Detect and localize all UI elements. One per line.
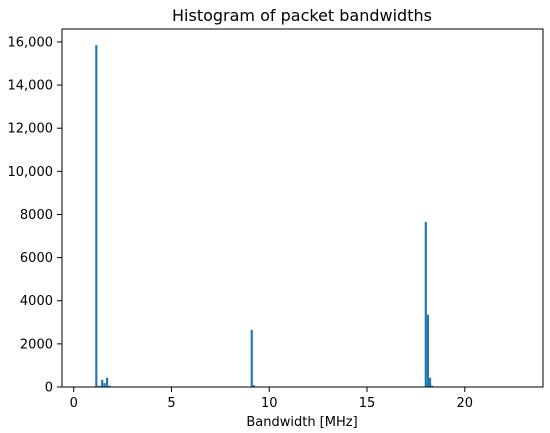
y-tick-label-0: 0 xyxy=(45,381,53,396)
y-tick-label-8: 16,000 xyxy=(8,35,54,50)
histogram-bar-5 xyxy=(108,385,111,387)
y-tick-label-3: 6000 xyxy=(20,251,53,266)
histogram-bar-4 xyxy=(105,377,109,387)
histogram-bar-6 xyxy=(250,329,253,387)
x-tick-label-3: 15 xyxy=(359,396,376,411)
histogram-bar-1 xyxy=(98,385,101,387)
histogram-bars xyxy=(95,45,434,388)
y-tick-label-5: 10,000 xyxy=(8,165,54,180)
x-axis-label: Bandwidth [MHz] xyxy=(246,415,357,430)
y-tick-label-7: 14,000 xyxy=(8,79,54,94)
histogram-bar-8 xyxy=(424,222,427,387)
histogram-bar-0 xyxy=(95,45,98,388)
y-tick-label-4: 8000 xyxy=(20,208,53,223)
x-axis-ticks: 0 5 10 15 20 xyxy=(70,387,473,411)
x-tick-label-2: 10 xyxy=(261,396,278,411)
y-axis-ticks: 0 2000 4000 6000 8000 10,000 12,000 14,000 16,00… xyxy=(8,35,62,396)
x-tick-label-4: 20 xyxy=(457,396,474,411)
histogram-bar-3 xyxy=(103,383,106,387)
chart-title: Histogram of packet bandwidths xyxy=(172,6,432,25)
x-tick-label-1: 5 xyxy=(167,396,175,411)
histogram-bar-9 xyxy=(426,314,430,387)
histogram-bar-10 xyxy=(429,377,432,387)
x-tick-label-0: 0 xyxy=(70,396,78,411)
y-tick-label-1: 2000 xyxy=(20,337,53,352)
histogram-bar-7 xyxy=(252,385,255,387)
histogram-bar-2 xyxy=(101,379,104,387)
y-tick-label-6: 12,000 xyxy=(8,122,54,137)
y-tick-label-2: 4000 xyxy=(20,294,53,309)
histogram-bar-11 xyxy=(431,385,434,387)
plot-area-frame xyxy=(61,28,544,388)
